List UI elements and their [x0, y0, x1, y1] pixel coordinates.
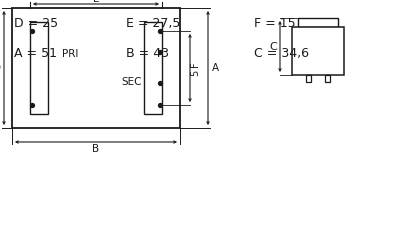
Text: PRI: PRI — [62, 49, 78, 58]
Text: C: C — [269, 41, 277, 51]
Text: B = 43: B = 43 — [126, 47, 169, 60]
Text: D: D — [0, 63, 1, 73]
Bar — [298, 18, 338, 27]
Text: SEC: SEC — [122, 77, 142, 88]
Bar — [306, 75, 311, 82]
Bar — [30, 22, 48, 114]
Bar — [12, 8, 180, 128]
Bar — [144, 22, 162, 114]
Text: C = 34,6: C = 34,6 — [254, 47, 309, 60]
Text: D = 25: D = 25 — [14, 17, 58, 30]
Text: A = 51: A = 51 — [14, 47, 57, 60]
Text: F: F — [190, 61, 200, 67]
Bar — [292, 27, 344, 75]
Bar — [325, 75, 330, 82]
Text: A: A — [212, 63, 218, 73]
Text: E: E — [93, 0, 99, 4]
Text: E = 27,5: E = 27,5 — [126, 17, 180, 30]
Text: 5: 5 — [190, 70, 200, 76]
Text: B: B — [92, 144, 100, 154]
Text: F = 15: F = 15 — [254, 17, 296, 30]
